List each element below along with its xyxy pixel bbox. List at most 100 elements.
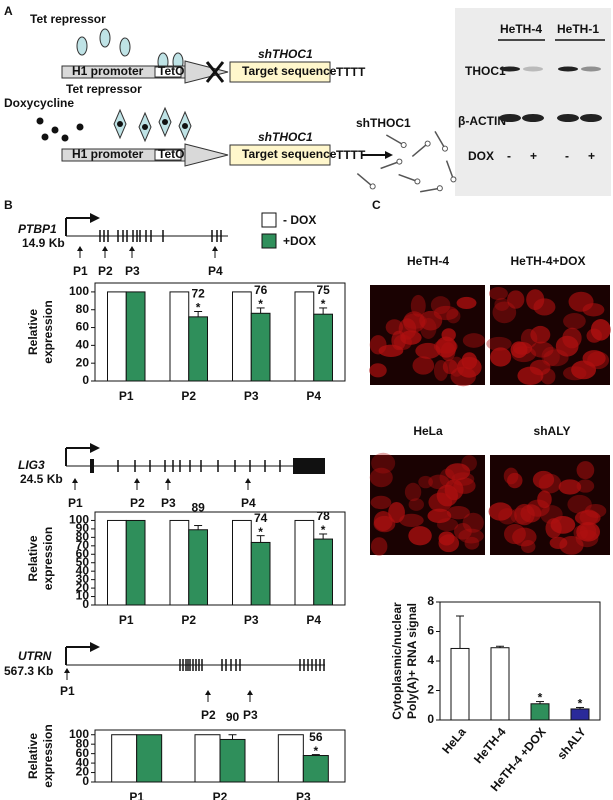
value-label: 89	[191, 501, 205, 515]
y-tick-label: 100	[69, 284, 89, 298]
y-tick-label: 60	[76, 320, 90, 334]
band	[558, 66, 578, 72]
x-tick-label: P3	[244, 613, 259, 627]
cell	[441, 328, 456, 342]
y-axis-label: expression	[41, 527, 55, 590]
cell	[537, 490, 552, 509]
y-tick-label: 0	[82, 774, 89, 788]
promoter-arrow	[184, 60, 229, 84]
hairpin-stem	[411, 144, 427, 158]
significance-marker: *	[321, 523, 326, 537]
bar	[194, 734, 221, 783]
promoter-label: H1 promoter	[72, 64, 144, 78]
value-label: 78	[316, 509, 330, 523]
gene-size: 24.5 Kb	[20, 472, 63, 486]
cell	[418, 475, 433, 489]
band	[499, 114, 521, 122]
lane-sign: +	[530, 149, 537, 163]
bar	[169, 519, 190, 606]
lane-sign: -	[507, 149, 511, 163]
cell	[520, 504, 542, 523]
cell	[490, 347, 512, 367]
band	[557, 114, 579, 122]
y-tick-label: 30	[76, 572, 90, 586]
value-label: 75	[316, 283, 330, 297]
cell	[494, 297, 510, 311]
bar	[250, 541, 271, 606]
cell	[445, 463, 471, 481]
blot-row: THOC1	[465, 64, 506, 78]
repressor	[76, 36, 88, 56]
cell	[427, 508, 452, 524]
significance-marker: *	[538, 691, 543, 705]
lane-group: HeTH-1	[557, 22, 599, 36]
band	[522, 114, 544, 122]
plot-frame	[94, 511, 346, 606]
hairpin-loop	[424, 140, 431, 147]
y-tick-label: 80	[76, 736, 90, 750]
block-mark	[205, 61, 225, 83]
legend-entry: - DOX	[283, 213, 316, 227]
cell	[433, 305, 459, 321]
y-tick-label: 80	[76, 302, 90, 316]
hairpin-stem	[380, 161, 398, 170]
tss-head	[90, 213, 100, 223]
bar	[294, 519, 315, 606]
hairpin-loop	[442, 145, 448, 152]
image-label: HeLa	[413, 424, 443, 438]
cell	[587, 351, 610, 370]
significance-marker: *	[321, 297, 326, 311]
y-tick-label: 40	[76, 338, 90, 352]
hairpin-loop	[436, 185, 443, 192]
lane-group: HeTH-4	[500, 22, 542, 36]
significance-marker: *	[258, 297, 263, 311]
bar	[450, 647, 470, 721]
dox	[182, 123, 188, 129]
x-tick-label: P3	[296, 790, 311, 800]
value-label: 76	[254, 283, 268, 297]
y-axis-label: Relative	[26, 733, 40, 779]
primer-head	[205, 690, 211, 695]
cell	[488, 287, 508, 300]
bar	[125, 519, 146, 606]
hairpin-loop	[396, 158, 403, 165]
band	[500, 66, 520, 72]
cell	[371, 452, 396, 474]
cell	[492, 301, 517, 324]
cell	[370, 495, 392, 510]
y-axis-label: Relative	[26, 535, 40, 581]
terminator-label: TTTT	[336, 65, 366, 79]
primer-head	[129, 246, 135, 251]
operator	[154, 149, 182, 161]
cell	[404, 482, 422, 502]
hairpin-stem	[398, 173, 416, 182]
primer-head	[72, 478, 78, 483]
terminator-label: TTTT	[336, 148, 366, 162]
cell	[453, 523, 472, 540]
hairpin	[445, 160, 457, 183]
promoter-label: H1 promoter	[72, 147, 144, 161]
hairpin-loop	[369, 183, 376, 190]
cell	[412, 356, 435, 375]
bar	[313, 538, 333, 606]
plot-frame	[94, 282, 346, 382]
cell	[373, 515, 396, 533]
cell	[532, 470, 555, 489]
hairpin-stem	[420, 187, 439, 193]
gene-size: 14.9 Kb	[22, 236, 65, 250]
cell	[399, 513, 424, 527]
cell	[540, 505, 563, 524]
primer-label: P4	[241, 496, 256, 510]
gene-label: shTHOC1	[258, 47, 313, 61]
cell	[464, 536, 480, 550]
bar	[188, 316, 208, 382]
primer-label: P1	[68, 496, 83, 510]
cell	[507, 290, 525, 309]
x-tick-label: P1	[129, 790, 144, 800]
value-label: 56	[309, 730, 323, 744]
panel-label: A	[4, 4, 13, 18]
cell	[562, 327, 582, 349]
treatment-label: DOX	[468, 149, 494, 163]
cell	[510, 507, 532, 525]
x-tick-label: P2	[181, 613, 196, 627]
